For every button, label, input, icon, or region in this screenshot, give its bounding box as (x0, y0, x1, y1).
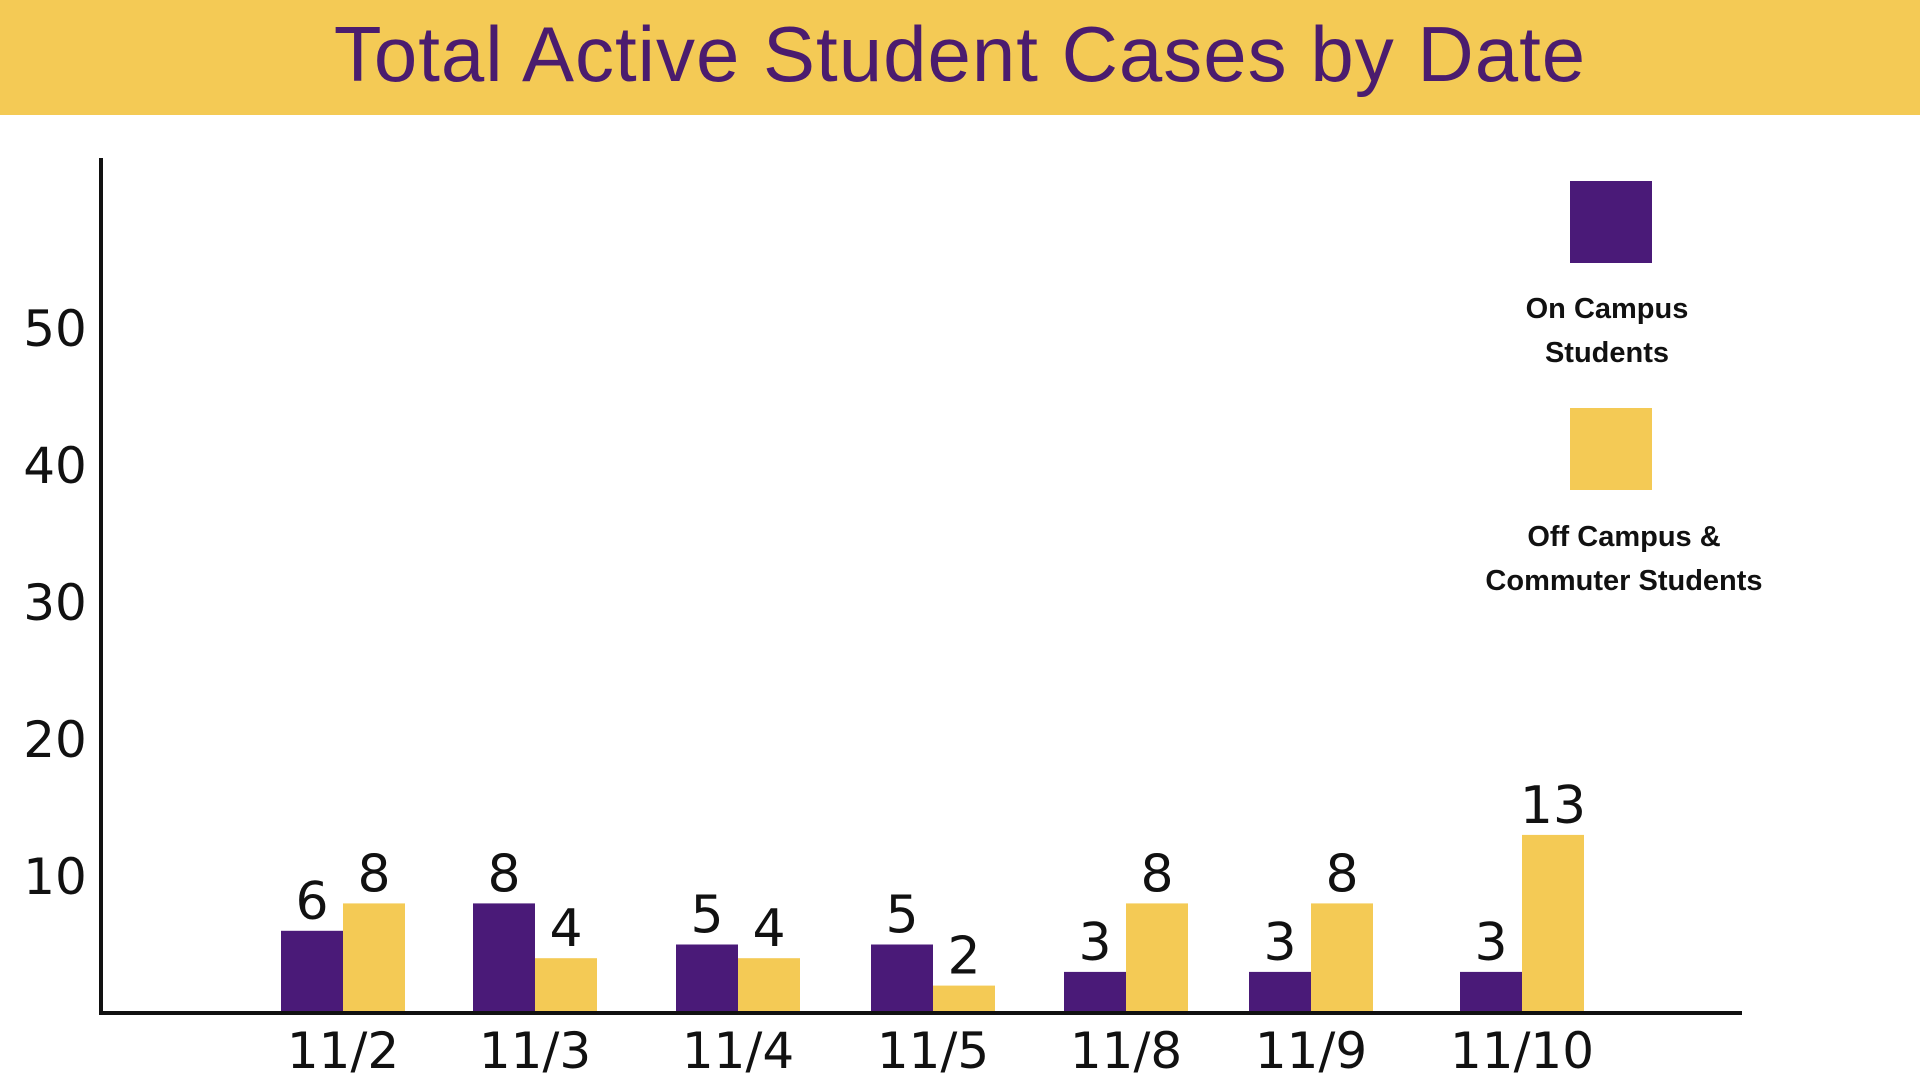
bar-value-label: 3 (1263, 913, 1296, 973)
x-tick-label: 11/3 (479, 1022, 591, 1080)
y-axis-ticks: 10 20 30 40 50 (23, 300, 87, 906)
x-axis-labels: 11/2 11/3 11/4 11/5 11/8 11/9 11/10 (287, 1022, 1594, 1080)
legend-swatch (1570, 408, 1652, 490)
legend-label: Commuter Students (1485, 565, 1762, 597)
x-tick-label: 11/10 (1450, 1022, 1594, 1080)
y-tick-label: 50 (23, 300, 87, 358)
legend-label: Off Campus & (1527, 521, 1720, 553)
legend-item: On Campus Students (1526, 181, 1689, 369)
bar-value-label: 8 (1325, 844, 1358, 904)
y-tick-label: 40 (23, 437, 87, 495)
bar-value-label: 8 (487, 844, 520, 904)
bar-value-label: 8 (1140, 844, 1173, 904)
bar-value-label: 2 (947, 927, 980, 987)
title-banner: Total Active Student Cases by Date (0, 0, 1920, 115)
off-campus-bar (738, 958, 800, 1011)
off-campus-bar (1522, 834, 1584, 1011)
on-campus-bar (281, 930, 343, 1011)
bar-value-label: 4 (549, 899, 582, 959)
y-tick-label: 20 (23, 711, 87, 769)
y-tick-label: 10 (23, 848, 87, 906)
off-campus-bar (933, 985, 995, 1011)
bar-group: 3 13 (1460, 776, 1586, 1011)
bar-group: 84 (473, 844, 597, 1011)
bar-value-label: 5 (690, 886, 723, 946)
on-campus-bar (1460, 971, 1522, 1011)
bar-value-label: 6 (295, 872, 328, 932)
legend-item: Off Campus & Commuter Students (1485, 408, 1763, 597)
x-tick-label: 11/8 (1070, 1022, 1182, 1080)
legend: On Campus Students Off Campus & Commuter St… (1485, 181, 1763, 597)
x-tick-label: 11/4 (682, 1022, 794, 1080)
legend-label: On Campus (1526, 293, 1689, 325)
on-campus-bar (1249, 971, 1311, 1011)
bar-group: 52 (871, 886, 995, 1011)
off-campus-bar (1126, 903, 1188, 1011)
legend-label: Students (1545, 337, 1669, 369)
bar-group: 38 (1249, 844, 1373, 1011)
on-campus-bar (1064, 971, 1126, 1011)
bar-value-label: 8 (357, 844, 390, 904)
off-campus-bar (535, 958, 597, 1011)
y-tick-label: 30 (23, 574, 87, 632)
off-campus-bar (343, 903, 405, 1011)
off-campus-bar (1311, 903, 1373, 1011)
x-tick-label: 11/9 (1255, 1022, 1367, 1080)
on-campus-bar (676, 944, 738, 1011)
bar-group: 38 (1064, 844, 1188, 1011)
chart-title: Total Active Student Cases by Date (333, 10, 1587, 98)
bar-value-label: 5 (885, 886, 918, 946)
on-campus-bar (473, 903, 535, 1011)
bar-value-label: 3 (1474, 913, 1507, 973)
chart-axes (99, 158, 1742, 1015)
on-campus-bar (871, 944, 933, 1011)
bar-value-label: 3 (1078, 913, 1111, 973)
bar-value-label: 13 (1520, 776, 1586, 836)
legend-swatch (1570, 181, 1652, 263)
bar-value-label: 4 (752, 899, 785, 959)
x-tick-label: 11/2 (287, 1022, 399, 1080)
x-tick-label: 11/5 (877, 1022, 989, 1080)
